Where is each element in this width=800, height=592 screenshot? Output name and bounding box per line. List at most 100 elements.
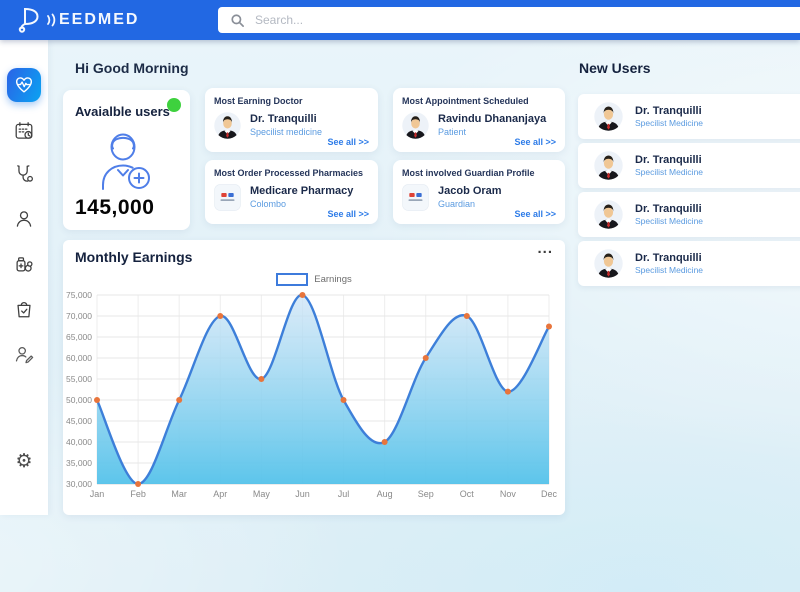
card-subtitle: Colombo [250,198,287,209]
stethoscope-icon [17,165,33,182]
new-user-item[interactable]: Dr. Tranquilli Specilist Medicine [578,94,800,139]
card-subtitle: Specilist medicine [250,126,323,137]
available-users-card[interactable]: Avaialble users 145,000 [63,90,190,230]
most-involved-guardian-card[interactable]: Most involved Guardian Profile Jacob Ora… [393,160,565,224]
see-all-link[interactable]: See all >> [514,137,556,147]
shopping-bag-icon [17,302,31,318]
card-name: Jacob Oram [438,184,502,197]
doctor-avatar [214,112,241,139]
new-users-list: Dr. Tranquilli Specilist Medicine Dr. Tr… [578,94,800,286]
svg-text:55,000: 55,000 [66,374,92,384]
legend-swatch [276,273,309,286]
chart-legend: Earnings [63,273,565,286]
card-name: Medicare Pharmacy [250,184,354,197]
earnings-line-chart: 30,000 35,000 40,000 45,000 50,000 55,000 60,0… [66,290,558,499]
svg-text:Apr: Apr [213,489,227,499]
sidebar-item-appointments[interactable] [0,119,48,143]
svg-text:50,000: 50,000 [66,395,92,405]
brand-name: EEDMED [59,11,140,28]
svg-text:70,000: 70,000 [66,311,92,321]
pharmacy-logo [214,184,241,211]
new-user-name: Dr. Tranquilli [635,251,702,264]
svg-text:65,000: 65,000 [66,332,92,342]
new-users-heading: New Users [579,60,651,76]
new-user-name: Dr. Tranquilli [635,153,702,166]
doctor-avatar [594,200,623,229]
search-input[interactable] [253,12,557,28]
card-subtitle: Patient [438,126,467,137]
search-icon [231,13,244,27]
see-all-link[interactable]: See all >> [327,137,369,147]
status-green-dot [167,98,181,112]
available-users-count: 145,000 [75,196,155,219]
chart-menu-button[interactable]: ... [537,240,553,257]
new-user-item[interactable]: Dr. Tranquilli Specilist Medicine [578,192,800,237]
new-user-item[interactable]: Dr. Tranquilli Specilist Medicine [578,143,800,188]
top-bar: EEDMED [0,0,800,40]
app-logo[interactable]: EEDMED [16,6,139,34]
svg-text:Aug: Aug [377,489,393,499]
sidebar-item-orders[interactable] [0,297,48,321]
new-user-name: Dr. Tranquilli [635,104,702,117]
new-user-specialty: Specilist Medicine [635,167,704,178]
svg-text:Jan: Jan [90,489,105,499]
card-title: Most Earning Doctor [214,96,303,106]
search-bar[interactable] [218,7,800,33]
svg-text:40,000: 40,000 [66,437,92,447]
user-edit-icon [15,346,34,364]
most-orders-pharmacy-card[interactable]: Most Order Processed Pharmacies Medicare… [205,160,378,224]
user-add-icon [91,128,161,199]
logo-d-icon [18,7,39,33]
svg-text:Dec: Dec [541,489,558,499]
sidebar-item-profiles[interactable] [0,342,48,366]
doctor-avatar [594,249,623,278]
guardian-logo [402,184,429,211]
svg-text:Jul: Jul [338,489,350,499]
heart-pulse-icon [15,77,33,93]
user-icon [16,211,32,227]
medicine-icon [16,257,33,272]
svg-text:45,000: 45,000 [66,416,92,426]
svg-text:Feb: Feb [130,489,146,499]
sidebar-item-dashboard[interactable] [7,68,41,102]
see-all-link[interactable]: See all >> [327,209,369,219]
greeting-heading: Hi Good Morning [75,60,189,76]
card-subtitle: Guardian [438,198,476,209]
available-users-title: Avaialble users [75,104,170,119]
legend-label: Earnings [314,274,352,285]
card-name: Dr. Tranquilli [250,112,317,125]
card-title: Most Order Processed Pharmacies [214,168,364,178]
patient-avatar [402,112,429,139]
logo-waves-icon [47,13,56,27]
card-title: Most Appointment Scheduled [402,96,529,106]
chart-title: Monthly Earnings [75,249,193,265]
new-user-specialty: Specilist Medicine [635,265,704,276]
svg-text:75,000: 75,000 [66,290,92,300]
most-earning-doctor-card[interactable]: Most Earning Doctor Dr. Tranquilli Speci… [205,88,378,152]
card-title: Most involved Guardian Profile [402,168,535,178]
gear-icon: ⚙ [15,450,33,472]
svg-text:Nov: Nov [500,489,517,499]
sidebar-item-patients[interactable] [0,207,48,231]
svg-text:30,000: 30,000 [66,479,92,489]
sidebar: ⚙ [0,40,48,515]
card-name: Ravindu Dhananjaya [438,112,547,125]
most-appointment-card[interactable]: Most Appointment Scheduled Ravindu Dhana… [393,88,565,152]
svg-text:May: May [253,489,271,499]
see-all-link[interactable]: See all >> [514,209,556,219]
svg-text:Jun: Jun [295,489,310,499]
doctor-avatar [594,102,623,131]
sidebar-item-doctors[interactable] [0,162,48,186]
new-user-name: Dr. Tranquilli [635,202,702,215]
sidebar-item-pharmacy[interactable] [0,252,48,276]
svg-text:Oct: Oct [460,489,475,499]
svg-text:35,000: 35,000 [66,458,92,468]
new-user-specialty: Specilist Medicine [635,118,704,129]
svg-text:Mar: Mar [171,489,187,499]
monthly-earnings-card: 30,000 35,000 40,000 45,000 50,000 55,000 60,0… [63,240,565,515]
sidebar-item-settings[interactable]: ⚙ [0,449,48,473]
calendar-clock-icon [15,122,33,139]
doctor-avatar [594,151,623,180]
new-user-item[interactable]: Dr. Tranquilli Specilist Medicine [578,241,800,286]
